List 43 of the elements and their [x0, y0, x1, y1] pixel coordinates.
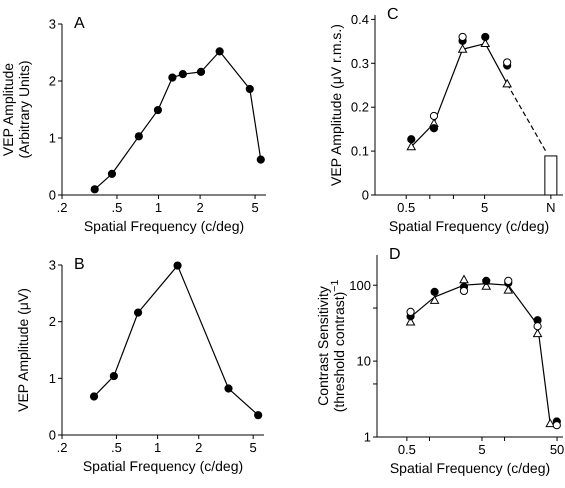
x-axis-title: Spatial Frequency (c/deg) — [388, 218, 550, 234]
x-tick-label: 5 — [480, 200, 488, 215]
x-tick-label: .5 — [110, 440, 122, 455]
chart-title: D — [389, 246, 401, 263]
y-tick-label: 0.3 — [350, 56, 369, 71]
chart-title: C — [387, 6, 399, 23]
x-tick-label: 5 — [250, 440, 257, 455]
y-tick-label: 0 — [362, 188, 369, 203]
x-tick-label: 5 — [478, 442, 486, 457]
y-tick-label: 0.1 — [350, 144, 369, 159]
x-tick-label: 2 — [196, 200, 204, 215]
y-axis-title: VEP Amplitude (Arbitrary Units) — [0, 60, 32, 159]
y-tick-label: 0 — [48, 428, 56, 443]
x-tick-label: 1 — [154, 440, 162, 455]
y-tick-label: 3 — [48, 16, 56, 32]
x-tick-label: .2 — [56, 200, 68, 215]
x-tick-label: N — [546, 200, 556, 215]
y-tick-label: 10 — [356, 354, 371, 369]
x-tick-label: 0.5 — [397, 200, 416, 215]
x-tick-label: 0.5 — [398, 442, 416, 457]
x-axis-title: Spatial Frequency (c/deg) — [84, 218, 244, 234]
y-tick-label: 0.2 — [350, 100, 369, 115]
x-axis-title: Spatial Frequency (c/deg) — [390, 460, 550, 476]
x-axis-title: Spatial Frequency (c/deg) — [82, 458, 244, 474]
y-tick-label: 3 — [48, 258, 56, 273]
x-tick-label: 2 — [195, 440, 202, 455]
x-tick-label: 5 — [251, 200, 259, 215]
x-tick-label: .2 — [56, 440, 68, 455]
y-axis-title: VEP Amplitude (μV) — [15, 288, 31, 412]
y-tick-label: 1 — [48, 130, 56, 146]
y-tick-label: 100 — [349, 278, 371, 293]
y-tick-label: 2 — [48, 314, 56, 330]
x-tick-label: 50 — [550, 442, 564, 457]
x-tick-label: 1 — [154, 200, 162, 215]
y-tick-label: 1 — [48, 370, 56, 386]
y-tick-label: 0 — [48, 188, 56, 203]
chart-title: A — [74, 15, 85, 32]
y-tick-label: 1 — [364, 430, 371, 445]
chart-title: B — [74, 256, 85, 273]
y-tick-label: 0.4 — [350, 12, 369, 27]
y-axis-title: VEP Amplitude (μV r.m.s.) — [328, 24, 344, 186]
y-tick-label: 2 — [48, 74, 56, 89]
x-tick-label: .5 — [112, 200, 122, 215]
